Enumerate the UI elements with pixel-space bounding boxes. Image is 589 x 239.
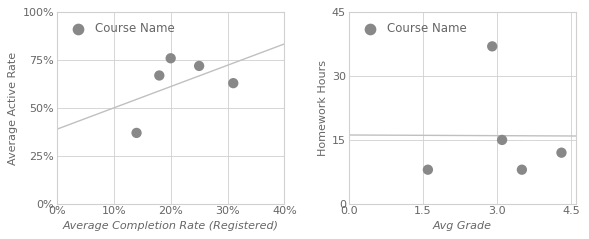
Y-axis label: Homework Hours: Homework Hours [317, 60, 327, 156]
Legend: Course Name: Course Name [355, 18, 470, 38]
Y-axis label: Average Active Rate: Average Active Rate [8, 51, 18, 165]
Point [517, 168, 527, 172]
Point [557, 151, 566, 155]
X-axis label: Average Completion Rate (Registered): Average Completion Rate (Registered) [62, 221, 279, 231]
Point [132, 131, 141, 135]
Legend: Course Name: Course Name [63, 18, 178, 38]
Point [497, 138, 507, 142]
Point [194, 64, 204, 68]
Point [229, 81, 238, 85]
Point [423, 168, 432, 172]
Point [154, 74, 164, 77]
Point [166, 56, 176, 60]
X-axis label: Avg Grade: Avg Grade [433, 221, 492, 231]
Point [488, 44, 497, 48]
